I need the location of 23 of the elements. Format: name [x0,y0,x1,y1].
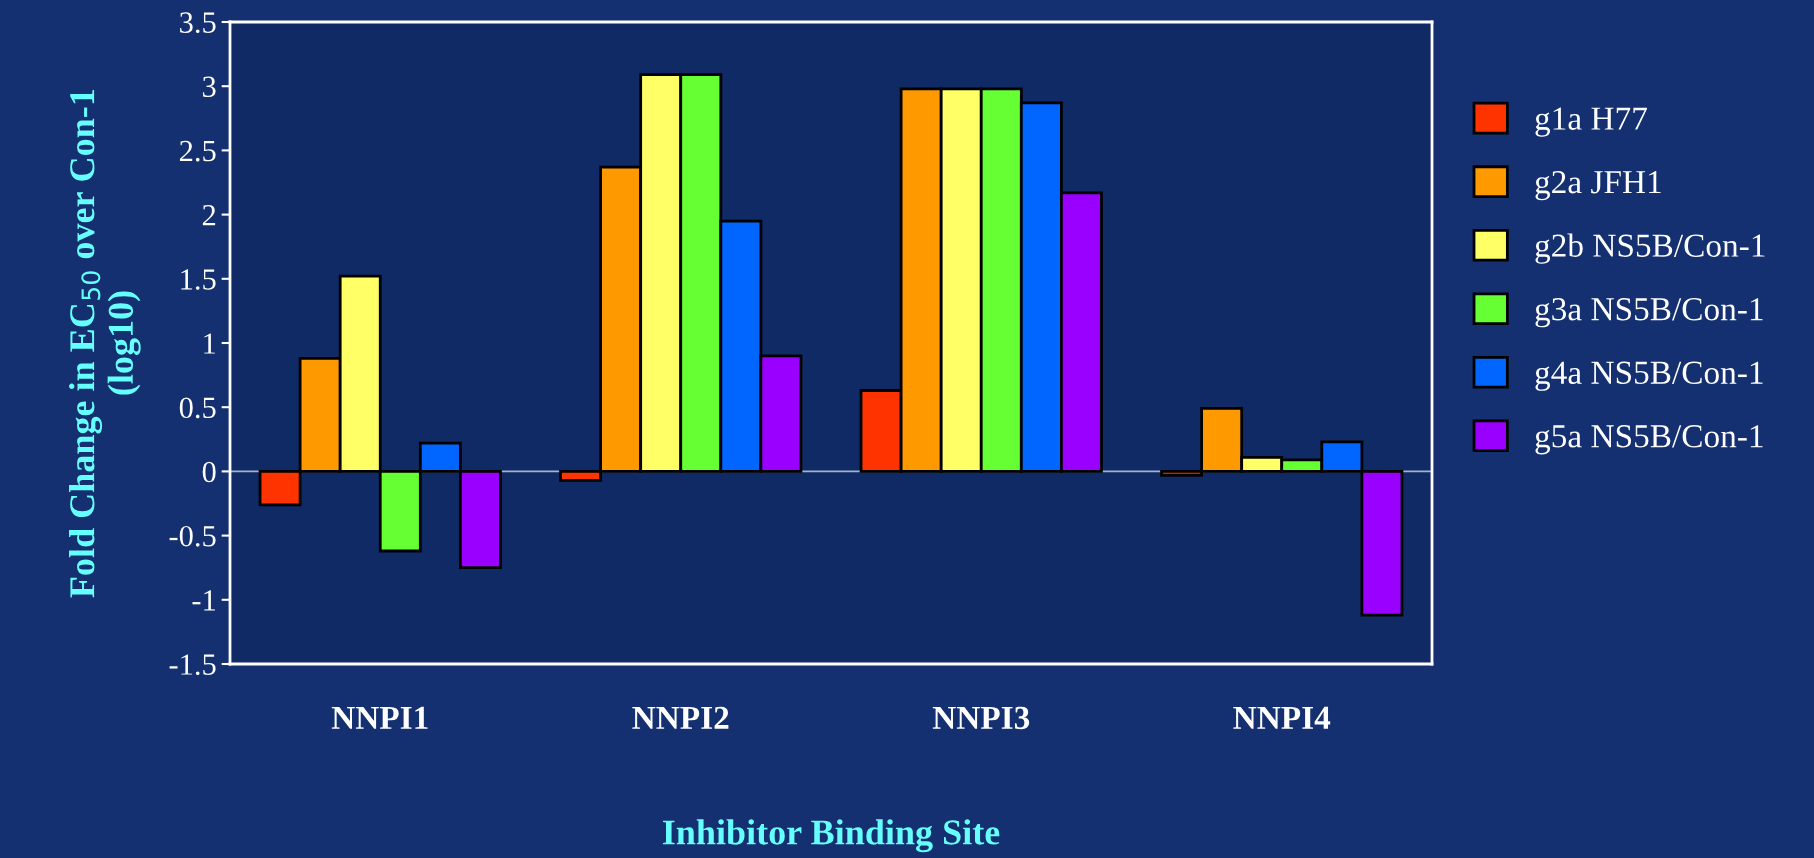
y-axis-title: Fold Change in EC$_{50}$ over Con-1 (log10) [69,90,141,598]
legend-label: g2a JFH1 [1535,171,1661,201]
x-tick-label: NNPI2 [632,706,729,729]
y-tick-label: 3.5 [180,12,216,34]
y-tick-label: 1.5 [181,269,216,290]
y-tick-label: -0.5 [169,525,216,547]
x-tick-label: NNPI3 [932,706,1030,730]
y-tick-label: 2 [202,204,216,226]
y-tick-label: 2.5 [179,140,216,162]
legend-label: g3a NS5B/Con-1 [1535,298,1763,328]
y-tick-label: 0 [202,461,216,483]
y-tick-label: 3 [202,76,216,98]
x-tick-label: NNPI4 [1233,706,1331,729]
y-tick-label: 1 [204,333,215,354]
y-tick-label: -1 [192,590,215,611]
y-tick-label: -1.5 [169,654,216,676]
legend-label: g5a NS5B/Con-1 [1535,425,1763,455]
y-tick-label: 0.5 [179,397,216,419]
x-axis-title: Inhibitor Binding Site [662,819,1000,853]
legend-label: g4a NS5B/Con-1 [1535,361,1763,391]
legend-label: g1a H77 [1535,107,1647,137]
legend-label: g2b NS5B/Con-1 [1535,233,1765,264]
x-tick-label: NNPI1 [331,706,428,729]
